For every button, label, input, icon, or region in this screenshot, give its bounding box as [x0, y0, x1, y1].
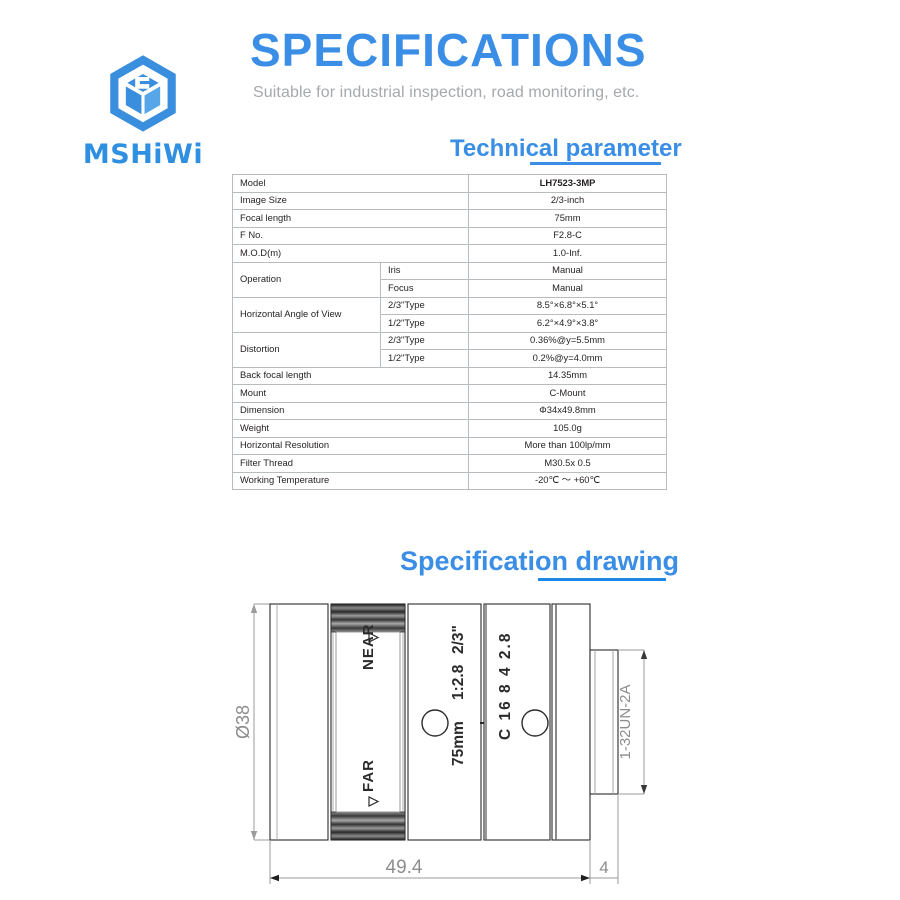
barrel-label-far: FAR: [360, 759, 377, 792]
page-title: SPECIFICATIONS: [250, 24, 647, 76]
table-cell-label: Horizontal Angle of View: [232, 296, 381, 333]
table-cell-label: Horizontal Resolution: [231, 436, 470, 455]
table-cell-label: Image Size: [231, 191, 470, 210]
table-row: Operation Iris Manual: [232, 261, 668, 298]
table-cell-value: F2.8-C: [468, 226, 668, 245]
table-cell-label: Weight: [231, 419, 470, 438]
table-row: Image Size 2/3-inch: [231, 191, 668, 210]
table-row: Horizontal Resolution More than 100lp/mm: [231, 436, 668, 455]
table-cell-value: 6.2°×4.9°×3.8°: [468, 314, 668, 333]
table-body: Model LH7523-3MP Image Size 2/3-inch Focal l…: [231, 174, 668, 490]
table-row: Working Temperature -20℃ ～ +60℃: [231, 471, 668, 490]
table-cell-label: Dimension: [231, 401, 470, 420]
technical-parameter-table: Model LH7523-3MP Image Size 2/3-inch Focal l…: [231, 174, 668, 490]
table-cell-label: Operation: [232, 261, 381, 298]
dim-total-length-label: 49.4: [386, 857, 423, 878]
table-row: Distortion 2/3"Type 0.36%@y=5.5mm: [232, 331, 668, 368]
hexagon-box-logo-icon: [110, 55, 176, 132]
brand-logo: MSHiWi: [78, 52, 208, 168]
table-row: F No. F2.8-C: [231, 226, 668, 245]
table-cell-value: 14.35mm: [468, 366, 668, 385]
table-row: Mount C-Mount: [231, 384, 668, 403]
lens-technical-drawing: Ø38 NEAR FAR: [233, 603, 648, 884]
table-cell-label: Mount: [231, 384, 470, 403]
table-cell-label: Working Temperature: [231, 471, 470, 490]
table-cell-value: -20℃ ～ +60℃: [468, 471, 668, 490]
table-cell-value: Manual: [468, 261, 668, 280]
table-cell-value: 105.0g: [468, 419, 668, 438]
table-row: Weight 105.0g: [231, 419, 668, 438]
table-cell-subtype: Focus: [379, 279, 470, 298]
table-cell-value: 2/3-inch: [468, 191, 668, 210]
table-row: M.O.D(m) 1.0-Inf.: [231, 244, 668, 263]
table-row: Filter Thread M30.5x 0.5: [231, 454, 668, 473]
table-cell-label: F No.: [231, 226, 470, 245]
section-heading-drawing-text: Specification drawing: [400, 546, 680, 576]
table-cell-label: Model: [231, 174, 470, 193]
table-row: Back focal length 14.35mm: [231, 366, 668, 385]
table-row: Focal length 75mm: [231, 209, 668, 228]
table-cell-value: M30.5x 0.5: [468, 454, 668, 473]
dim-thread-label: 1-32UN-2A: [617, 684, 634, 759]
table-cell-value: 8.5°×6.8°×5.1°: [468, 296, 668, 315]
section-heading-technical: Technical parameter: [450, 135, 682, 165]
table-cell-label: Back focal length: [231, 366, 470, 385]
dim-mount-length-label: 4: [599, 858, 608, 877]
table-cell-value: 0.36%@y=5.5mm: [468, 331, 668, 350]
table-cell-subtype: 1/2"Type: [379, 349, 470, 368]
brand-name: MSHiWi: [82, 139, 204, 170]
table-row: Horizontal Angle of View 2/3"Type 8.5°×6.8…: [232, 296, 668, 333]
table-row: Dimension Φ34x49.8mm: [231, 401, 668, 420]
table-cell-subtype: 2/3"Type: [379, 331, 470, 350]
table-cell-value: 1.0-Inf.: [468, 244, 668, 263]
barrel-label-format: 2/3": [450, 625, 467, 654]
barrel-label-aperture-ratio: 1:2.8: [450, 664, 467, 700]
table-cell-label: Distortion: [232, 331, 381, 368]
heading-underline: [530, 162, 661, 165]
table-cell-subtype: 2/3"Type: [379, 296, 470, 315]
section-heading-drawing: Specification drawing: [400, 546, 680, 581]
table-cell-label: M.O.D(m): [231, 244, 470, 263]
table-cell-value: LH7523-3MP: [468, 174, 668, 193]
table-cell-subtype: Iris: [379, 261, 470, 280]
barrel-label-aperture-scale: C 16 8 4 2.8: [497, 632, 514, 740]
table-row: 1/2"Type 6.2°×4.9°×3.8°: [233, 314, 668, 333]
table-cell-subtype: 1/2"Type: [379, 314, 470, 333]
barrel-label-near: NEAR: [360, 623, 377, 670]
specification-drawing: Ø38 NEAR FAR: [232, 592, 672, 892]
page-subtitle: Suitable for industrial inspection, road…: [253, 84, 640, 101]
table-cell-value: 75mm: [468, 209, 668, 228]
dim-diameter-label: Ø38: [233, 705, 253, 739]
table-cell-value: Φ34x49.8mm: [468, 401, 668, 420]
table-row: Model LH7523-3MP: [231, 174, 668, 193]
table-cell-label: Filter Thread: [231, 454, 470, 473]
table-cell-value: More than 100lp/mm: [468, 436, 668, 455]
table-cell-label: Focal length: [231, 209, 470, 228]
heading-underline-2: [538, 578, 666, 581]
section-heading-technical-text: Technical parameter: [450, 135, 682, 162]
barrel-label-focal: 75mm: [450, 721, 467, 766]
table-cell-value: C-Mount: [468, 384, 668, 403]
table-row: Focus Manual: [233, 279, 668, 298]
table-cell-value: 0.2%@y=4.0mm: [468, 349, 668, 368]
table-cell-value: Manual: [468, 279, 668, 298]
